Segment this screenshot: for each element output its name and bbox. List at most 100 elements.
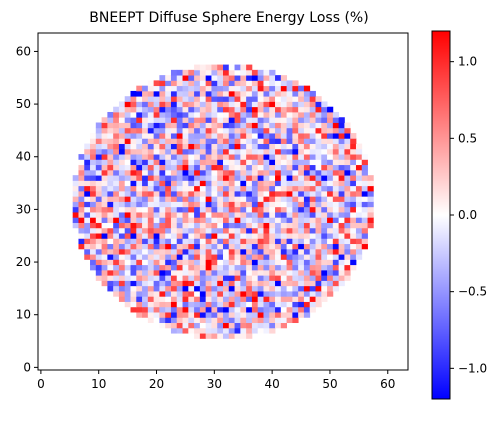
heatmap-cell bbox=[332, 217, 340, 223]
heatmap-cell bbox=[142, 312, 149, 318]
heatmap-cell bbox=[147, 185, 155, 192]
heatmap-cell bbox=[142, 291, 149, 297]
heatmap-cell bbox=[321, 275, 328, 281]
heatmap-cell bbox=[275, 75, 282, 81]
heatmap-cell bbox=[292, 217, 299, 223]
heatmap-cell bbox=[118, 248, 126, 255]
heatmap-cell bbox=[275, 212, 282, 218]
heatmap-cell bbox=[118, 243, 126, 250]
heatmap-cell bbox=[315, 275, 322, 281]
heatmap-cell bbox=[309, 111, 316, 118]
heatmap-cell bbox=[217, 64, 224, 71]
heatmap-cell bbox=[165, 222, 172, 229]
heatmap-cell bbox=[176, 101, 183, 108]
heatmap-cell bbox=[286, 201, 293, 208]
heatmap-cell bbox=[159, 296, 166, 302]
heatmap-cell bbox=[355, 164, 363, 171]
heatmap-cell bbox=[217, 275, 224, 281]
heatmap-cell bbox=[263, 227, 270, 234]
heatmap-cell bbox=[118, 227, 126, 234]
heatmap-cell bbox=[130, 280, 137, 287]
heatmap-cell bbox=[147, 280, 155, 287]
heatmap-cell bbox=[205, 138, 212, 144]
heatmap-cell bbox=[90, 164, 97, 171]
heatmap-cell bbox=[315, 196, 322, 202]
heatmap-cell bbox=[136, 222, 143, 229]
heatmap-cell bbox=[275, 122, 282, 129]
heatmap-cell bbox=[176, 280, 183, 287]
heatmap-cell bbox=[101, 127, 108, 134]
heatmap-cell bbox=[303, 254, 311, 260]
heatmap-cell bbox=[176, 185, 183, 192]
heatmap-cell bbox=[205, 190, 212, 197]
heatmap-cell bbox=[205, 80, 212, 87]
heatmap-cell bbox=[275, 138, 282, 144]
heatmap-cell bbox=[246, 164, 253, 171]
x-tick-label: 10 bbox=[91, 377, 106, 391]
heatmap-cell bbox=[303, 90, 311, 97]
heatmap-cell bbox=[170, 285, 178, 292]
heatmap-cell bbox=[361, 201, 368, 208]
heatmap-cell bbox=[142, 222, 149, 229]
heatmap-cell bbox=[292, 275, 299, 281]
heatmap-cell bbox=[269, 138, 276, 144]
heatmap-cell bbox=[298, 148, 305, 155]
heatmap-cell bbox=[275, 175, 282, 181]
heatmap-cell bbox=[159, 254, 166, 260]
heatmap-cell bbox=[211, 190, 218, 197]
heatmap-cell bbox=[315, 238, 322, 245]
heatmap-cell bbox=[124, 154, 131, 160]
heatmap-cell bbox=[118, 269, 126, 276]
heatmap-cell bbox=[344, 243, 351, 250]
heatmap-cell bbox=[303, 201, 311, 208]
heatmap-cell bbox=[269, 212, 276, 218]
heatmap-cell bbox=[223, 296, 230, 302]
heatmap-cell bbox=[170, 227, 178, 234]
heatmap-cell bbox=[292, 285, 299, 292]
heatmap-cell bbox=[199, 90, 207, 97]
heatmap-cell bbox=[275, 154, 282, 160]
heatmap-cell bbox=[269, 264, 276, 271]
heatmap-cell bbox=[142, 212, 149, 218]
heatmap-cell bbox=[327, 212, 334, 218]
heatmap-cell bbox=[194, 122, 201, 129]
heatmap-cell bbox=[170, 291, 178, 297]
heatmap-cell bbox=[165, 75, 172, 81]
heatmap-cell bbox=[321, 106, 328, 113]
heatmap-cell bbox=[72, 196, 79, 202]
heatmap-cell bbox=[165, 196, 172, 202]
heatmap-cell bbox=[269, 180, 276, 187]
heatmap-cell bbox=[170, 317, 178, 324]
heatmap-cell bbox=[211, 206, 218, 213]
heatmap-cell bbox=[147, 201, 155, 208]
heatmap-cell bbox=[251, 75, 259, 81]
heatmap-cell bbox=[246, 196, 253, 202]
heatmap-cell bbox=[211, 96, 218, 102]
heatmap-cell bbox=[280, 296, 287, 302]
x-tick-label: 20 bbox=[149, 377, 164, 391]
heatmap-cell bbox=[332, 154, 340, 160]
heatmap-cell bbox=[118, 148, 126, 155]
heatmap-cell bbox=[303, 190, 311, 197]
heatmap-cell bbox=[176, 291, 183, 297]
heatmap-cell bbox=[188, 101, 195, 108]
heatmap-cell bbox=[355, 212, 363, 218]
heatmap-cell bbox=[165, 148, 172, 155]
heatmap-cell bbox=[78, 175, 85, 181]
heatmap-cell bbox=[118, 259, 126, 266]
heatmap-cell bbox=[269, 238, 276, 245]
heatmap-cell bbox=[124, 185, 131, 192]
heatmap-cell bbox=[176, 306, 183, 313]
heatmap-cell bbox=[327, 201, 334, 208]
heatmap-cell bbox=[124, 238, 131, 245]
heatmap-cell bbox=[263, 306, 270, 313]
heatmap-cell bbox=[251, 269, 259, 276]
heatmap-cell bbox=[142, 227, 149, 234]
heatmap-cell bbox=[286, 175, 293, 181]
heatmap-cell bbox=[107, 254, 114, 260]
heatmap-cell bbox=[298, 233, 305, 239]
heatmap-cell bbox=[199, 233, 207, 239]
heatmap-cell bbox=[188, 90, 195, 97]
heatmap-cell bbox=[361, 185, 368, 192]
heatmap-cell bbox=[176, 148, 183, 155]
